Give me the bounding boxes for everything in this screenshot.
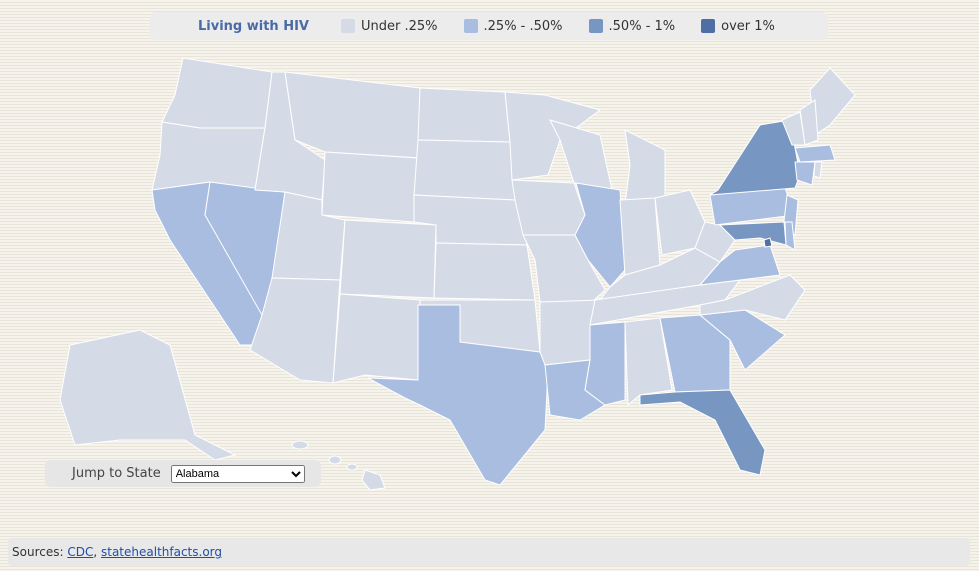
state[interactable] (249, 277, 341, 384)
legend-item: .25% - .50% (463, 18, 563, 34)
state[interactable] (624, 129, 666, 206)
footer: Sources: CDC, statehealthfacts.org (8, 538, 970, 566)
state[interactable] (659, 314, 731, 393)
state[interactable] (813, 161, 823, 179)
legend-label: .25% - .50% (483, 18, 563, 34)
jump-to-state: Jump to State Alabama (45, 460, 321, 487)
legend: Living with HIV Under .25% .25% - .50% .50… (150, 12, 828, 40)
state[interactable] (781, 111, 806, 146)
state[interactable] (699, 274, 806, 321)
state[interactable] (584, 321, 626, 406)
legend-swatch (588, 19, 603, 33)
legend-swatch (701, 19, 716, 33)
state[interactable] (284, 71, 421, 159)
source-link[interactable]: CDC (67, 545, 94, 559)
state[interactable] (161, 57, 273, 129)
state[interactable] (328, 455, 342, 465)
state[interactable] (794, 161, 816, 186)
state[interactable] (504, 91, 602, 181)
jump-label: Jump to State (72, 466, 161, 481)
state[interactable] (639, 389, 766, 476)
legend-item: Under .25% (341, 19, 438, 34)
state[interactable] (433, 242, 536, 301)
state[interactable] (549, 119, 613, 191)
state[interactable] (151, 121, 266, 191)
state[interactable] (291, 440, 309, 450)
source-link[interactable]: statehealthfacts.org (101, 545, 223, 559)
sources-label: Sources: (12, 545, 64, 559)
state[interactable] (794, 144, 836, 163)
state[interactable] (367, 304, 549, 486)
legend-label: over 1% (721, 18, 775, 34)
state[interactable] (59, 329, 237, 461)
legend-label: .50% - 1% (608, 18, 676, 34)
state[interactable] (511, 179, 586, 236)
state[interactable] (339, 219, 437, 299)
state[interactable] (417, 87, 511, 143)
state[interactable] (346, 463, 358, 471)
state[interactable] (624, 317, 673, 407)
legend-swatch (463, 19, 478, 33)
legend-swatch (341, 19, 355, 33)
state[interactable] (619, 197, 661, 276)
legend-item: over 1% (701, 19, 775, 34)
state-select[interactable]: Alabama (170, 464, 305, 483)
separator: , (93, 545, 98, 559)
legend-label: Under .25% (361, 18, 438, 34)
legend-item: .50% - 1% (588, 18, 676, 34)
state[interactable] (361, 469, 386, 491)
state[interactable] (763, 237, 773, 248)
state[interactable] (332, 293, 421, 384)
state[interactable] (321, 151, 419, 223)
legend-title: Living with HIV (198, 18, 309, 34)
state[interactable] (413, 139, 516, 201)
